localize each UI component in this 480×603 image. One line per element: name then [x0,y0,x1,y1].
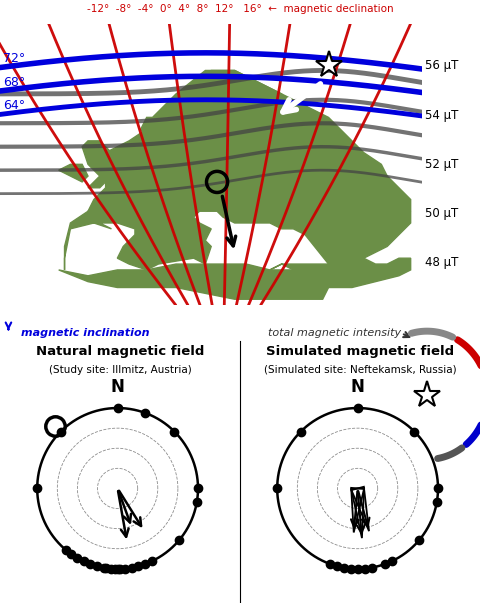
Text: 54 μT: 54 μT [425,109,459,122]
Text: 56 μT: 56 μT [425,59,459,72]
Text: 50 μT: 50 μT [425,207,458,220]
Text: 52 μT: 52 μT [425,158,459,171]
Text: 64°: 64° [3,99,25,112]
Polygon shape [82,141,117,188]
Text: 48 μT: 48 μT [425,256,459,270]
Text: (Simulated site: Neftekamsk, Russia): (Simulated site: Neftekamsk, Russia) [264,365,456,375]
Text: N: N [111,378,124,396]
Polygon shape [59,164,88,182]
Text: -12°  -8°  -4°  0°  4°  8°  12°   16°  ←  magnetic declination: -12° -8° -4° 0° 4° 8° 12° 16° ← magnetic… [87,4,393,14]
Polygon shape [59,264,328,299]
Polygon shape [270,258,411,288]
Text: Natural magnetic field: Natural magnetic field [36,345,204,358]
Polygon shape [340,211,411,235]
Text: total magnetic intensity: total magnetic intensity [268,328,401,338]
Text: 68°: 68° [3,76,25,89]
Text: 72°: 72° [3,52,25,65]
Text: (Study site: Illmitz, Austria): (Study site: Illmitz, Austria) [48,365,192,375]
Polygon shape [64,71,411,270]
Text: N: N [351,378,364,396]
Polygon shape [141,71,282,153]
Text: Simulated magnetic field: Simulated magnetic field [266,345,454,358]
Text: magnetic inclination: magnetic inclination [21,328,150,338]
